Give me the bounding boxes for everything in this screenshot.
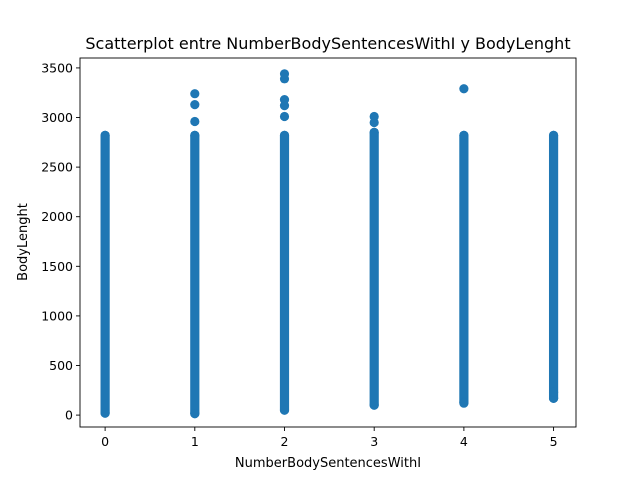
scatter-point [190, 100, 200, 110]
scatter-point [279, 69, 290, 79]
scatter-point [190, 130, 200, 140]
y-tick-label: 500 [49, 358, 73, 373]
scatter-column [279, 130, 290, 415]
scatter-point [279, 405, 290, 415]
y-tick-label: 3000 [41, 110, 73, 125]
x-axis-label: NumberBodySentencesWithI [235, 456, 421, 471]
plot-area [100, 69, 559, 419]
scatter-point [279, 130, 290, 140]
plot-frame [79, 57, 577, 428]
x-tick-label: 4 [460, 434, 468, 449]
scatter-point [459, 84, 469, 94]
scatter-column [190, 130, 200, 419]
x-tick-label: 2 [281, 434, 289, 449]
scatter-point [369, 400, 379, 410]
scatter-point [459, 130, 469, 140]
scatter-column [459, 130, 469, 407]
x-tick-label: 0 [101, 434, 109, 449]
chart-title: Scatterplot entre NumberBodySentencesWit… [85, 34, 570, 53]
scatter-point [369, 127, 379, 137]
scatter-point [100, 408, 110, 418]
y-tick-label: 1000 [41, 308, 73, 323]
scatter-point [190, 116, 200, 127]
y-tick-label: 2500 [41, 160, 73, 175]
y-tick-label: 3500 [41, 60, 73, 75]
scatter-point [369, 111, 379, 122]
y-tick-label: 1500 [41, 259, 73, 274]
scatter-column [369, 127, 379, 410]
x-tick-label: 5 [550, 434, 558, 449]
scatter-point [548, 387, 559, 397]
scatter-point [459, 398, 469, 408]
scatter-point [100, 130, 110, 140]
y-tick-label: 2000 [41, 209, 73, 224]
scatter-column [100, 130, 110, 418]
y-axis: 0 500 1000 1500 2000 2500 3000 3500 [41, 60, 80, 423]
scatter-point [279, 111, 290, 122]
scatter-point [548, 130, 559, 140]
scatter-point [190, 409, 200, 419]
scatter-point [279, 95, 290, 105]
x-tick-label: 3 [370, 434, 378, 449]
scatter-point [190, 89, 200, 99]
scatter-column [548, 130, 559, 403]
y-tick-label: 0 [65, 408, 73, 423]
y-axis-label: BodyLenght [16, 203, 31, 281]
x-tick-label: 1 [191, 434, 199, 449]
x-axis: 0 1 2 3 4 5 [101, 427, 558, 449]
